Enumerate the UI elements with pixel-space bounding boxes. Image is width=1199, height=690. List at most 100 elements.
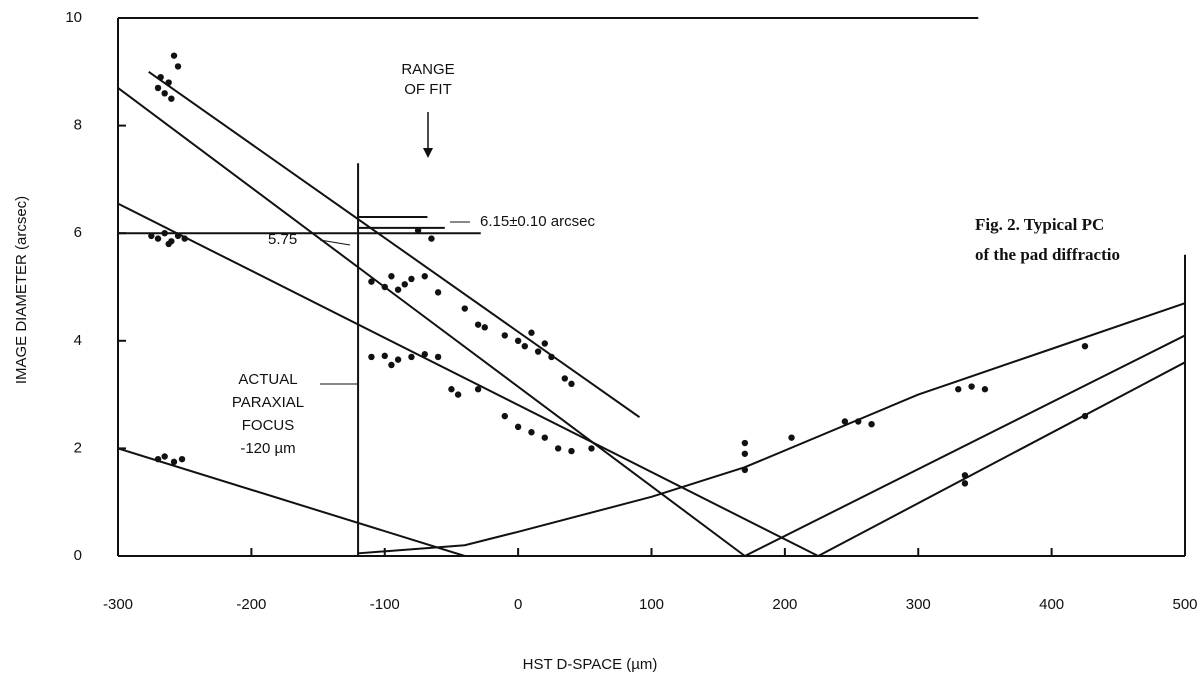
data-point — [455, 391, 461, 397]
y-tick-label: 6 — [74, 224, 82, 241]
annotation: PARAXIAL — [232, 394, 304, 411]
data-point — [422, 273, 428, 279]
annotation: FOCUS — [242, 417, 295, 434]
data-point — [382, 284, 388, 290]
y-tick-label: 0 — [74, 547, 82, 564]
chart: HST D-SPACE (µm) IMAGE DIAMETER (arcsec)… — [0, 0, 1199, 685]
caption: of the pad diffractio — [975, 245, 1120, 264]
data-point — [155, 235, 161, 241]
data-point — [415, 227, 421, 233]
data-point — [1082, 413, 1088, 419]
data-point — [408, 354, 414, 360]
data-point — [475, 321, 481, 327]
data-point — [395, 286, 401, 292]
data-point — [588, 445, 594, 451]
data-point — [181, 235, 187, 241]
data-point — [448, 386, 454, 392]
data-point — [542, 340, 548, 346]
x-tick-label: 300 — [906, 596, 931, 613]
fit-line — [118, 88, 745, 556]
data-point — [555, 445, 561, 451]
data-point — [382, 353, 388, 359]
data-point — [435, 289, 441, 295]
fit-line — [818, 362, 1185, 556]
data-point — [968, 383, 974, 389]
x-tick-label: -100 — [370, 596, 400, 613]
y-tick-label: 2 — [74, 439, 82, 456]
data-point — [568, 448, 574, 454]
data-point — [535, 348, 541, 354]
annotation: 6.15±0.10 arcsec — [480, 213, 595, 230]
data-point — [155, 456, 161, 462]
data-point — [962, 472, 968, 478]
annotation: OF FIT — [404, 81, 452, 98]
data-point — [842, 418, 848, 424]
data-point — [475, 386, 481, 392]
data-point — [388, 273, 394, 279]
data-point — [161, 230, 167, 236]
x-tick-label: 500 — [1172, 596, 1197, 613]
data-point — [542, 434, 548, 440]
data-point — [148, 233, 154, 239]
x-tick-label: 0 — [514, 596, 522, 613]
data-point — [515, 424, 521, 430]
data-point — [502, 332, 508, 338]
annotation: -120 µm — [240, 440, 295, 457]
data-point — [528, 429, 534, 435]
data-point — [168, 96, 174, 102]
data-point — [522, 343, 528, 349]
data-point — [502, 413, 508, 419]
data-point — [855, 418, 861, 424]
caption: Fig. 2. Typical PC — [975, 215, 1104, 234]
data-point — [742, 451, 748, 457]
data-point — [462, 305, 468, 311]
data-point — [155, 85, 161, 91]
data-point — [435, 354, 441, 360]
fit-line — [118, 448, 465, 556]
data-point — [388, 362, 394, 368]
data-point — [1082, 343, 1088, 349]
data-point — [165, 241, 171, 247]
data-point — [428, 235, 434, 241]
data-point — [482, 324, 488, 330]
y-axis-label: IMAGE DIAMETER (arcsec) — [13, 196, 30, 384]
data-point — [515, 338, 521, 344]
annotation: RANGE — [401, 61, 454, 78]
data-point — [568, 381, 574, 387]
x-tick-label: 200 — [772, 596, 797, 613]
data-point — [368, 278, 374, 284]
data-point — [868, 421, 874, 427]
x-tick-label: -200 — [236, 596, 266, 613]
data-point — [175, 233, 181, 239]
data-point — [955, 386, 961, 392]
data-point — [528, 330, 534, 336]
data-point — [408, 276, 414, 282]
data-point — [161, 90, 167, 96]
data-point — [788, 434, 794, 440]
fit-line — [118, 204, 818, 556]
data-point — [962, 480, 968, 486]
x-tick-label: 100 — [639, 596, 664, 613]
data-point — [368, 354, 374, 360]
data-point — [165, 79, 171, 85]
data-point — [742, 467, 748, 473]
data-point — [161, 453, 167, 459]
x-axis-label: HST D-SPACE (µm) — [523, 656, 658, 673]
data-point — [179, 456, 185, 462]
data-point — [422, 351, 428, 357]
data-point — [171, 52, 177, 58]
data-point — [562, 375, 568, 381]
data-point — [982, 386, 988, 392]
arrow-head — [423, 148, 433, 158]
annotation: ACTUAL — [238, 371, 297, 388]
data-point — [395, 356, 401, 362]
y-tick-label: 4 — [74, 332, 82, 349]
data-point — [157, 74, 163, 80]
annotation: 5.75 — [268, 231, 297, 248]
y-tick-label: 10 — [65, 9, 82, 26]
x-tick-label: -300 — [103, 596, 133, 613]
data-point — [171, 459, 177, 465]
data-point — [548, 354, 554, 360]
data-point — [742, 440, 748, 446]
data-point — [175, 63, 181, 69]
